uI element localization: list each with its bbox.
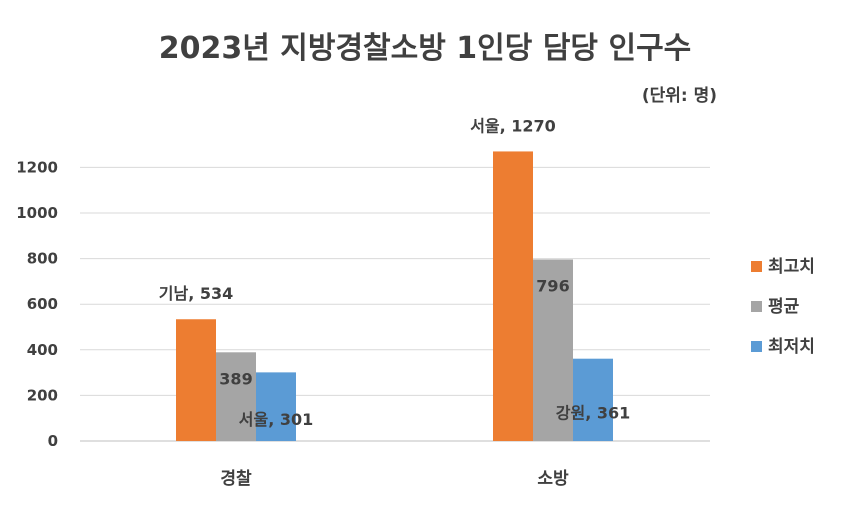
data-label: 서울, 1270 [470,116,556,135]
legend-label: 최저치 [768,337,815,357]
legend-swatch [751,261,762,272]
y-tick-label: 600 [27,295,58,313]
data-label: 796 [536,277,569,296]
legend-swatch [751,341,762,352]
data-labels: 기남, 534 서울, 1270 389 796 서울, 301 강원, 361 [159,116,631,429]
y-tick-label: 400 [27,341,58,359]
gridlines [80,166,710,442]
bar [176,319,216,441]
data-label: 강원, 361 [556,404,631,423]
x-axis-categories: 경찰 소방 [220,469,569,489]
x-category-label: 소방 [537,469,569,489]
y-tick-label: 800 [27,250,58,268]
data-label: 389 [219,369,252,388]
bar [533,259,573,441]
y-tick-label: 1000 [16,204,58,222]
legend-label: 평균 [768,297,800,317]
x-category-label: 경찰 [220,469,252,489]
y-axis-ticks: 0 200 400 600 800 1000 1200 [16,158,58,450]
unit-label: (단위: 명) [642,86,717,106]
y-tick-label: 200 [27,386,58,404]
bar [216,352,256,441]
chart-title: 2023년 지방경찰소방 1인당 담당 인구수 [159,31,692,66]
y-tick-label: 1200 [16,158,58,176]
legend-swatch [751,301,762,312]
legend-label: 최고치 [768,257,815,277]
bar [573,358,613,441]
bars [176,151,613,441]
y-tick-label: 0 [48,432,58,450]
data-label: 서울, 301 [239,410,314,429]
bar [256,372,296,441]
data-label: 기남, 534 [159,284,234,303]
bar [493,151,533,441]
